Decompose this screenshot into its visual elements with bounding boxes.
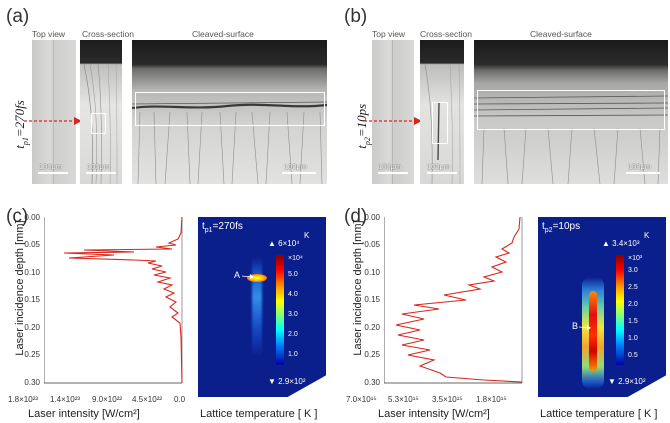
panel-d-y-axis-label: Laser incidence depth [mm] <box>352 220 364 356</box>
panel-b-top-view-image: 100μm <box>372 40 414 184</box>
panel-d-y-tick-2: 0.10 <box>364 268 380 277</box>
panel-d-y-tick-1: 0.05 <box>364 240 380 249</box>
panel-c-point-label: A <box>234 270 241 280</box>
panel-d-point-arrow-icon <box>579 325 591 330</box>
panel-d-cb-tick-0: 3.0 <box>628 267 638 274</box>
panel-a-scale-label-2: 100μm <box>87 162 111 171</box>
panel-c-y-tick-6: 0.30 <box>24 378 40 387</box>
panel-c-x-tick-4: 0.0 <box>174 395 186 404</box>
panel-d-temperature-map: tp2=10ps B K ▲ 3.4×10³ ×10³ 3.0 2.5 2.0 … <box>538 217 666 397</box>
panel-b-cleaved-title: Cleaved-surface <box>530 29 592 39</box>
panel-d-y-tick-6: 0.30 <box>364 378 380 387</box>
panel-b-letter: (b) <box>344 6 368 27</box>
panel-c-colorbar-multiplier: ×10⁴ <box>288 255 303 262</box>
panel-d-x-tick-3: 1.8×10¹⁵ <box>476 395 507 404</box>
panel-a-scale-label-1: 100μm <box>39 162 63 171</box>
panel-b-scale-label-3: 100μm <box>628 162 652 171</box>
panel-d-cb-tick-3: 1.5 <box>628 318 638 325</box>
panel-c-cb-tick-3: 2.0 <box>288 331 298 338</box>
panel-c-x-tick-0: 1.8×10²³ <box>8 395 39 404</box>
panel-c-point-arrow-icon <box>242 274 254 279</box>
panel-c-temperature-map: tp1=270fs A K ▲ 6×10⁴ ×10⁴ 5.0 4.0 3.0 2… <box>198 217 326 397</box>
panel-c-colorbar-max: ▲ 6×10⁴ <box>268 239 300 248</box>
panel-c-intensity-plot <box>44 217 183 384</box>
panel-c-cb-tick-2: 3.0 <box>288 311 298 318</box>
panel-a-cross-section-title: Cross-section <box>82 29 134 39</box>
panel-d-cb-tick-4: 1.0 <box>628 335 638 342</box>
panel-d-y-tick-3: 0.15 <box>364 295 380 304</box>
panel-d-cb-tick-2: 2.0 <box>628 301 638 308</box>
panel-a-arrow-icon <box>24 117 82 125</box>
panel-c-colorbar-min: ▼ 2.9×10² <box>268 377 306 386</box>
panel-c-map-pulse-label: tp1=270fs <box>202 221 243 234</box>
panel-d-intensity-plot <box>384 217 523 384</box>
panel-b-cross-section-image: 100μm <box>420 40 464 184</box>
panel-d-colorbar-min: ▼ 2.9×10² <box>608 377 646 386</box>
panel-c-x-tick-3: 4.5×10²² <box>132 395 163 404</box>
panel-a-scale-label-3: 100μm <box>284 162 308 171</box>
panel-a-cleaved-image: 100μm <box>132 40 327 184</box>
panel-b-cleaved-image: 100μm <box>474 40 668 184</box>
panel-c-x-tick-2: 9.0×10²² <box>92 395 123 404</box>
panel-d-y-tick-5: 0.25 <box>364 350 380 359</box>
panel-d-x-tick-1: 5.3×10¹⁵ <box>388 395 419 404</box>
panel-c-y-tick-0: 0.00 <box>24 213 40 222</box>
panel-a-top-view-title: Top view <box>32 29 66 39</box>
panel-a-cross-section-image: 100μm <box>80 40 122 184</box>
panel-b-cross-section-title: Cross-section <box>420 29 472 39</box>
panel-d-intensity-curve <box>395 217 523 383</box>
panel-d-colorbar-unit: K <box>644 231 650 240</box>
panel-d-colorbar-multiplier: ×10³ <box>628 255 643 262</box>
panel-c-colorbar <box>276 255 284 365</box>
panel-c-x-axis-label: Laser intensity [W/cm²] <box>28 408 140 420</box>
panel-c-cb-tick-0: 5.0 <box>288 271 298 278</box>
panel-d-x-tick-0: 7.0×10¹⁵ <box>346 395 377 404</box>
panel-b-pulse-label: tp2=10ps <box>354 103 372 149</box>
panel-d-colorbar <box>616 255 624 365</box>
panel-d-cb-tick-5: 0.5 <box>628 352 638 359</box>
panel-d-x-tick-2: 3.5×10¹⁵ <box>432 395 463 404</box>
panel-c-y-tick-5: 0.25 <box>24 350 40 359</box>
panel-d-letter: (d) <box>344 206 368 227</box>
panel-c-y-axis-label: Laser incidence depth [mm] <box>14 220 26 356</box>
panel-a-top-view-image: 100μm <box>32 40 76 184</box>
panel-c-y-tick-2: 0.10 <box>24 268 40 277</box>
panel-d-cb-tick-1: 2.5 <box>628 284 638 291</box>
panel-d-map-axis-label: Lattice temperature [ K ] <box>540 408 658 420</box>
panel-c-map-axis-label: Lattice temperature [ K ] <box>200 408 318 420</box>
panel-b-scale-label-2: 100μm <box>427 162 451 171</box>
panel-c-y-tick-1: 0.05 <box>24 240 40 249</box>
panel-b-scale-label-1: 100μm <box>378 162 402 171</box>
panel-d-point-label: B <box>572 321 579 331</box>
panel-c-colorbar-unit: K <box>304 231 310 240</box>
panel-d-colorbar-max: ▲ 3.4×10³ <box>602 239 640 248</box>
panel-a-pulse-label: tp1=270fs <box>12 100 30 149</box>
panel-c-cb-tick-4: 1.0 <box>288 351 298 358</box>
panel-c-letter: (c) <box>6 206 29 227</box>
panel-b-arrow-icon <box>364 117 422 125</box>
panel-a-letter: (a) <box>6 6 30 27</box>
panel-b-top-view-title: Top view <box>372 29 406 39</box>
panel-c-y-tick-3: 0.15 <box>24 295 40 304</box>
panel-d-x-axis-label: Laser intensity [W/cm²] <box>378 408 490 420</box>
panel-c-intensity-curve <box>63 217 183 384</box>
panel-c-y-tick-4: 0.20 <box>24 323 40 332</box>
panel-d-y-tick-4: 0.20 <box>364 323 380 332</box>
panel-a-cleaved-title: Cleaved-surface <box>192 29 254 39</box>
panel-d-map-pulse-label: tp2=10ps <box>542 221 581 234</box>
panel-d-y-tick-0: 0.00 <box>364 213 380 222</box>
panel-c-cb-tick-1: 4.0 <box>288 291 298 298</box>
panel-c-x-tick-1: 1.4×10²³ <box>50 395 81 404</box>
